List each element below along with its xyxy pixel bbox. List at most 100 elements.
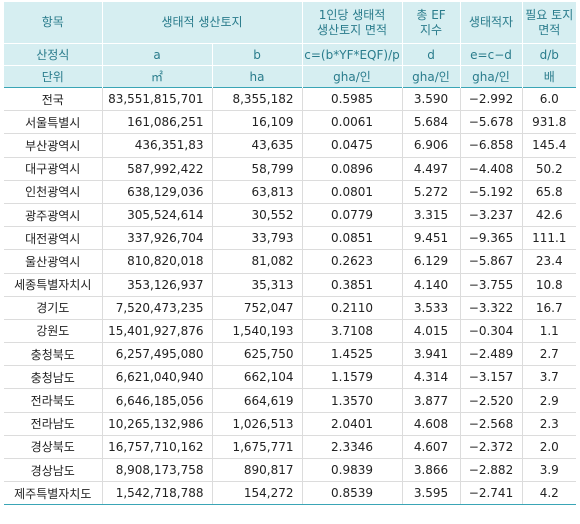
cell-per-capita-area: 0.9839 <box>302 458 403 483</box>
cell-region: 경상북도 <box>4 435 103 460</box>
unit-c: gha/인 <box>302 65 403 88</box>
cell-per-capita-area: 2.3346 <box>302 435 403 460</box>
table-body: 전국 83,551,815,701 8,355,182 0.5985 3.590 −2.9… <box>4 86 577 506</box>
cell-total-ef: 6.129 <box>402 249 461 274</box>
cell-area-ha: 662,104 <box>212 365 303 390</box>
cell-region: 대구광역시 <box>4 157 103 181</box>
cell-area-m2: 1,542,718,788 <box>102 481 213 506</box>
cell-total-ef: 5.684 <box>402 110 461 135</box>
cell-per-capita-area: 1.3570 <box>302 388 403 413</box>
unit-e: gha/인 <box>460 65 523 88</box>
cell-total-ef: 3.866 <box>402 458 461 483</box>
cell-area-m2: 16,757,710,162 <box>102 435 213 460</box>
cell-area-m2: 810,820,018 <box>102 249 213 274</box>
cell-eco-deficit: −9.365 <box>460 226 523 251</box>
table-row: 울산광역시 810,820,018 81,082 0.2623 6.129 −5.867 2… <box>4 249 577 274</box>
table-row: 충청남도 6,621,040,940 662,104 1.1579 4.314 −3.15… <box>4 365 577 390</box>
header-item: 항목 <box>4 2 103 44</box>
formula-ratio: d/b <box>522 43 577 66</box>
cell-region: 강원도 <box>4 319 103 344</box>
cell-per-capita-area: 0.2623 <box>302 249 403 274</box>
cell-area-m2: 638,129,036 <box>102 180 213 204</box>
header-row-units: 단위 ㎡ ha gha/인 gha/인 gha/인 배 <box>4 65 577 88</box>
header-total-ef: 총 EF 지수 <box>402 2 461 44</box>
cell-eco-deficit: −2.489 <box>460 342 523 367</box>
cell-per-capita-area: 0.0061 <box>302 110 403 135</box>
cell-region: 광주광역시 <box>4 203 103 228</box>
unit-label: 단위 <box>4 65 103 88</box>
cell-area-ha: 1,540,193 <box>212 319 303 344</box>
cell-required-ratio: 65.8 <box>522 180 577 204</box>
table-row: 전국 83,551,815,701 8,355,182 0.5985 3.590 −2.9… <box>4 86 577 112</box>
table-row: 제주특별자치도 1,542,718,788 154,272 0.8539 3.595 −2… <box>4 481 577 506</box>
formula-label: 산정식 <box>4 43 103 66</box>
cell-region: 서울특별시 <box>4 110 103 135</box>
cell-region: 충청남도 <box>4 365 103 390</box>
table-row: 대구광역시 587,992,422 58,799 0.0896 4.497 −4.408 5… <box>4 157 577 181</box>
table-row: 충청북도 6,257,495,080 625,750 1.4525 3.941 −2.48… <box>4 342 577 367</box>
cell-area-ha: 1,026,513 <box>212 412 303 436</box>
table-row: 경기도 7,520,473,235 752,047 0.2110 3.533 −3.322… <box>4 296 577 320</box>
cell-required-ratio: 10.8 <box>522 273 577 297</box>
cell-total-ef: 4.140 <box>402 273 461 297</box>
table-row: 전라북도 6,646,185,056 664,619 1.3570 3.877 −2.52… <box>4 388 577 413</box>
cell-region: 대전광역시 <box>4 226 103 251</box>
cell-required-ratio: 16.7 <box>522 296 577 320</box>
cell-area-ha: 35,313 <box>212 273 303 297</box>
cell-per-capita-area: 2.0401 <box>302 412 403 436</box>
formula-d: d <box>402 43 461 66</box>
cell-eco-deficit: −2.520 <box>460 388 523 413</box>
table-row: 경상남도 8,908,173,758 890,817 0.9839 3.866 −2.88… <box>4 458 577 483</box>
table-row: 인천광역시 638,129,036 63,813 0.0801 5.272 −5.192 6… <box>4 180 577 204</box>
cell-required-ratio: 2.7 <box>522 342 577 367</box>
cell-area-m2: 6,621,040,940 <box>102 365 213 390</box>
unit-a: ㎡ <box>102 65 213 88</box>
cell-area-ha: 43,635 <box>212 133 303 158</box>
unit-b: ha <box>212 65 303 88</box>
cell-area-m2: 353,126,937 <box>102 273 213 297</box>
formula-b: b <box>212 43 303 66</box>
cell-total-ef: 3.877 <box>402 388 461 413</box>
cell-area-ha: 16,109 <box>212 110 303 135</box>
cell-eco-deficit: −5.192 <box>460 180 523 204</box>
cell-per-capita-area: 0.0801 <box>302 180 403 204</box>
cell-total-ef: 4.497 <box>402 157 461 181</box>
cell-area-m2: 8,908,173,758 <box>102 458 213 483</box>
cell-required-ratio: 42.6 <box>522 203 577 228</box>
cell-area-m2: 587,992,422 <box>102 157 213 181</box>
cell-required-ratio: 6.0 <box>522 86 577 112</box>
cell-area-m2: 337,926,704 <box>102 226 213 251</box>
table-row: 서울특별시 161,086,251 16,109 0.0061 5.684 −5.678 9… <box>4 110 577 135</box>
cell-region: 경상남도 <box>4 458 103 483</box>
cell-eco-deficit: −5.678 <box>460 110 523 135</box>
formula-e: e=c−d <box>460 43 523 66</box>
table-row: 경상북도 16,757,710,162 1,675,771 2.3346 4.607 −2… <box>4 435 577 460</box>
cell-region: 울산광역시 <box>4 249 103 274</box>
cell-region: 충청북도 <box>4 342 103 367</box>
cell-per-capita-area: 0.3851 <box>302 273 403 297</box>
cell-total-ef: 4.314 <box>402 365 461 390</box>
cell-eco-deficit: −3.322 <box>460 296 523 320</box>
cell-area-m2: 10,265,132,986 <box>102 412 213 436</box>
cell-total-ef: 3.533 <box>402 296 461 320</box>
cell-required-ratio: 4.2 <box>522 481 577 506</box>
cell-per-capita-area: 0.0779 <box>302 203 403 228</box>
cell-area-m2: 15,401,927,876 <box>102 319 213 344</box>
header-per-capita-area-text: 1인당 생태적 생산토지 면적 <box>316 7 388 37</box>
cell-total-ef: 9.451 <box>402 226 461 251</box>
cell-area-m2: 83,551,815,701 <box>102 86 213 112</box>
formula-c: c=(b*YF*EQF)/p <box>302 43 403 66</box>
unit-d: gha/인 <box>402 65 461 88</box>
table-header: 항목 생태적 생산토지 1인당 생태적 생산토지 면적 총 EF 지수 생태적자… <box>4 2 577 88</box>
cell-eco-deficit: −3.157 <box>460 365 523 390</box>
cell-required-ratio: 111.1 <box>522 226 577 251</box>
cell-per-capita-area: 0.0896 <box>302 157 403 181</box>
cell-required-ratio: 145.4 <box>522 133 577 158</box>
cell-area-ha: 81,082 <box>212 249 303 274</box>
cell-required-ratio: 931.8 <box>522 110 577 135</box>
cell-total-ef: 3.590 <box>402 86 461 112</box>
cell-required-ratio: 50.2 <box>522 157 577 181</box>
cell-total-ef: 3.941 <box>402 342 461 367</box>
header-eco-deficit: 생태적자 <box>460 2 523 44</box>
cell-eco-deficit: −2.882 <box>460 458 523 483</box>
